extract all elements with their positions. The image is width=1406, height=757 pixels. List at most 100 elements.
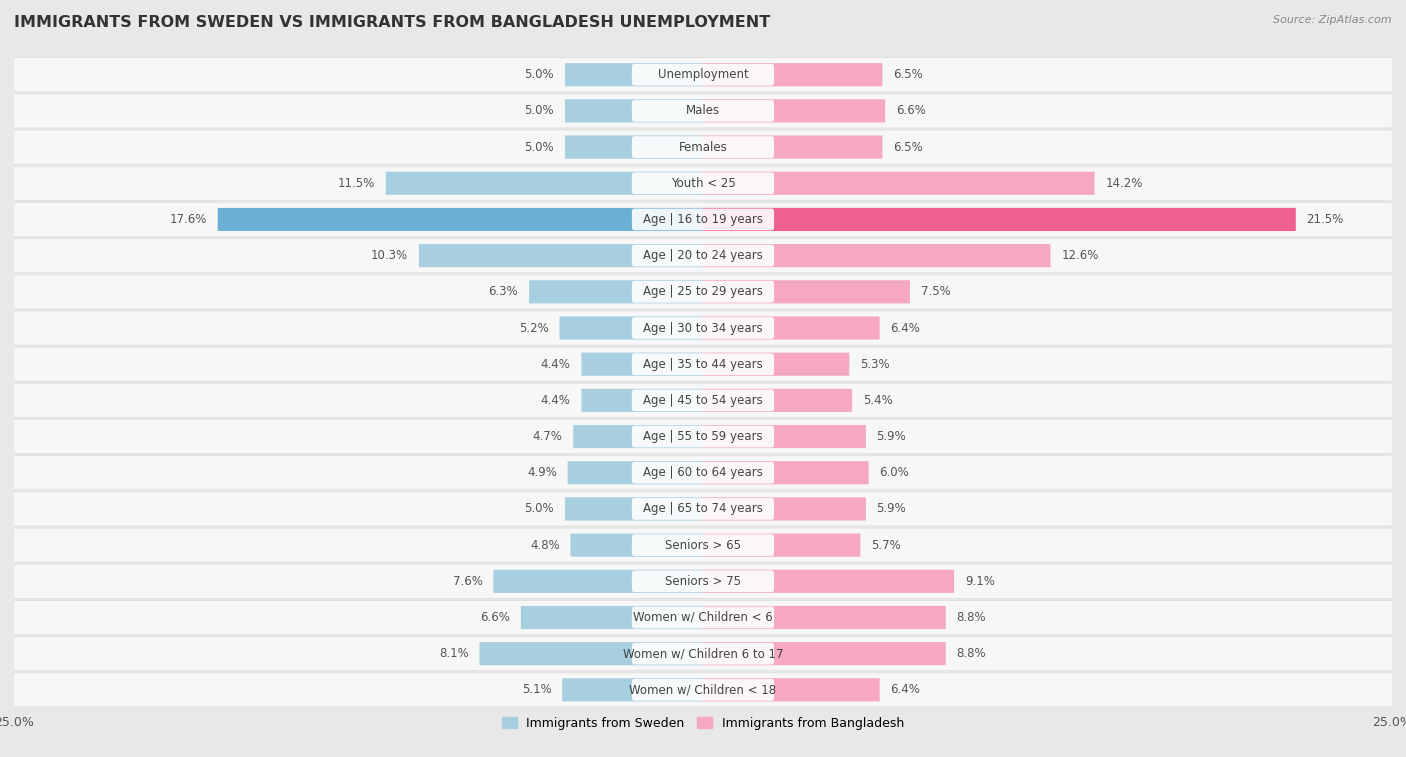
FancyBboxPatch shape <box>562 678 703 702</box>
Text: Age | 35 to 44 years: Age | 35 to 44 years <box>643 358 763 371</box>
FancyBboxPatch shape <box>14 202 1392 236</box>
FancyBboxPatch shape <box>494 570 703 593</box>
FancyBboxPatch shape <box>14 275 1392 309</box>
FancyBboxPatch shape <box>14 600 1392 634</box>
Text: 4.7%: 4.7% <box>533 430 562 443</box>
Text: 8.8%: 8.8% <box>956 647 986 660</box>
FancyBboxPatch shape <box>14 311 1392 345</box>
Text: 17.6%: 17.6% <box>170 213 207 226</box>
FancyBboxPatch shape <box>565 136 703 159</box>
FancyBboxPatch shape <box>385 172 703 195</box>
FancyBboxPatch shape <box>631 390 775 411</box>
Text: 4.9%: 4.9% <box>527 466 557 479</box>
FancyBboxPatch shape <box>703 606 946 629</box>
Text: 4.8%: 4.8% <box>530 539 560 552</box>
FancyBboxPatch shape <box>14 564 1392 598</box>
Text: Males: Males <box>686 104 720 117</box>
Text: Age | 20 to 24 years: Age | 20 to 24 years <box>643 249 763 262</box>
FancyBboxPatch shape <box>703 642 946 665</box>
FancyBboxPatch shape <box>631 425 775 447</box>
FancyBboxPatch shape <box>703 497 866 521</box>
Text: 5.0%: 5.0% <box>524 68 554 81</box>
FancyBboxPatch shape <box>582 389 703 412</box>
Text: 11.5%: 11.5% <box>337 177 375 190</box>
Text: Women w/ Children 6 to 17: Women w/ Children 6 to 17 <box>623 647 783 660</box>
FancyBboxPatch shape <box>14 130 1392 164</box>
FancyBboxPatch shape <box>703 570 955 593</box>
Text: 5.3%: 5.3% <box>860 358 890 371</box>
FancyBboxPatch shape <box>631 462 775 484</box>
Text: 6.3%: 6.3% <box>489 285 519 298</box>
Text: 5.2%: 5.2% <box>519 322 548 335</box>
Text: Seniors > 75: Seniors > 75 <box>665 575 741 587</box>
Text: Age | 25 to 29 years: Age | 25 to 29 years <box>643 285 763 298</box>
FancyBboxPatch shape <box>14 238 1392 273</box>
Legend: Immigrants from Sweden, Immigrants from Bangladesh: Immigrants from Sweden, Immigrants from … <box>496 712 910 735</box>
Text: Age | 60 to 64 years: Age | 60 to 64 years <box>643 466 763 479</box>
Text: Females: Females <box>679 141 727 154</box>
Text: IMMIGRANTS FROM SWEDEN VS IMMIGRANTS FROM BANGLADESH UNEMPLOYMENT: IMMIGRANTS FROM SWEDEN VS IMMIGRANTS FRO… <box>14 15 770 30</box>
Text: 5.4%: 5.4% <box>863 394 893 407</box>
FancyBboxPatch shape <box>529 280 703 304</box>
FancyBboxPatch shape <box>14 673 1392 707</box>
Text: 4.4%: 4.4% <box>541 394 571 407</box>
Text: 6.4%: 6.4% <box>890 684 921 696</box>
FancyBboxPatch shape <box>565 497 703 521</box>
Text: 7.6%: 7.6% <box>453 575 482 587</box>
FancyBboxPatch shape <box>574 425 703 448</box>
FancyBboxPatch shape <box>631 281 775 303</box>
FancyBboxPatch shape <box>14 94 1392 128</box>
FancyBboxPatch shape <box>560 316 703 340</box>
Text: Women w/ Children < 6: Women w/ Children < 6 <box>633 611 773 624</box>
FancyBboxPatch shape <box>565 99 703 123</box>
Text: 6.4%: 6.4% <box>890 322 921 335</box>
Text: Age | 16 to 19 years: Age | 16 to 19 years <box>643 213 763 226</box>
Text: 5.9%: 5.9% <box>876 430 907 443</box>
FancyBboxPatch shape <box>631 354 775 375</box>
Text: Youth < 25: Youth < 25 <box>671 177 735 190</box>
FancyBboxPatch shape <box>565 63 703 86</box>
FancyBboxPatch shape <box>631 317 775 339</box>
FancyBboxPatch shape <box>703 389 852 412</box>
FancyBboxPatch shape <box>703 316 880 340</box>
FancyBboxPatch shape <box>14 456 1392 490</box>
Text: Age | 45 to 54 years: Age | 45 to 54 years <box>643 394 763 407</box>
Text: Age | 65 to 74 years: Age | 65 to 74 years <box>643 503 763 516</box>
Text: 6.6%: 6.6% <box>481 611 510 624</box>
Text: Age | 30 to 34 years: Age | 30 to 34 years <box>643 322 763 335</box>
FancyBboxPatch shape <box>703 172 1095 195</box>
FancyBboxPatch shape <box>571 534 703 556</box>
FancyBboxPatch shape <box>582 353 703 375</box>
Text: 12.6%: 12.6% <box>1062 249 1098 262</box>
FancyBboxPatch shape <box>703 63 883 86</box>
Text: 6.0%: 6.0% <box>879 466 910 479</box>
Text: 8.8%: 8.8% <box>956 611 986 624</box>
FancyBboxPatch shape <box>631 679 775 701</box>
FancyBboxPatch shape <box>218 208 703 231</box>
FancyBboxPatch shape <box>631 245 775 266</box>
FancyBboxPatch shape <box>703 353 849 375</box>
FancyBboxPatch shape <box>14 347 1392 382</box>
FancyBboxPatch shape <box>703 136 883 159</box>
FancyBboxPatch shape <box>631 643 775 665</box>
FancyBboxPatch shape <box>520 606 703 629</box>
Text: 21.5%: 21.5% <box>1306 213 1344 226</box>
FancyBboxPatch shape <box>631 571 775 592</box>
Text: 6.5%: 6.5% <box>893 141 922 154</box>
FancyBboxPatch shape <box>631 498 775 520</box>
Text: 5.1%: 5.1% <box>522 684 551 696</box>
FancyBboxPatch shape <box>703 99 886 123</box>
Text: Source: ZipAtlas.com: Source: ZipAtlas.com <box>1274 15 1392 25</box>
FancyBboxPatch shape <box>419 244 703 267</box>
Text: 7.5%: 7.5% <box>921 285 950 298</box>
FancyBboxPatch shape <box>631 534 775 556</box>
FancyBboxPatch shape <box>14 637 1392 671</box>
Text: 5.0%: 5.0% <box>524 503 554 516</box>
Text: 5.0%: 5.0% <box>524 141 554 154</box>
Text: 5.9%: 5.9% <box>876 503 907 516</box>
FancyBboxPatch shape <box>703 208 1296 231</box>
Text: 10.3%: 10.3% <box>371 249 408 262</box>
FancyBboxPatch shape <box>568 461 703 484</box>
FancyBboxPatch shape <box>703 534 860 556</box>
FancyBboxPatch shape <box>703 280 910 304</box>
